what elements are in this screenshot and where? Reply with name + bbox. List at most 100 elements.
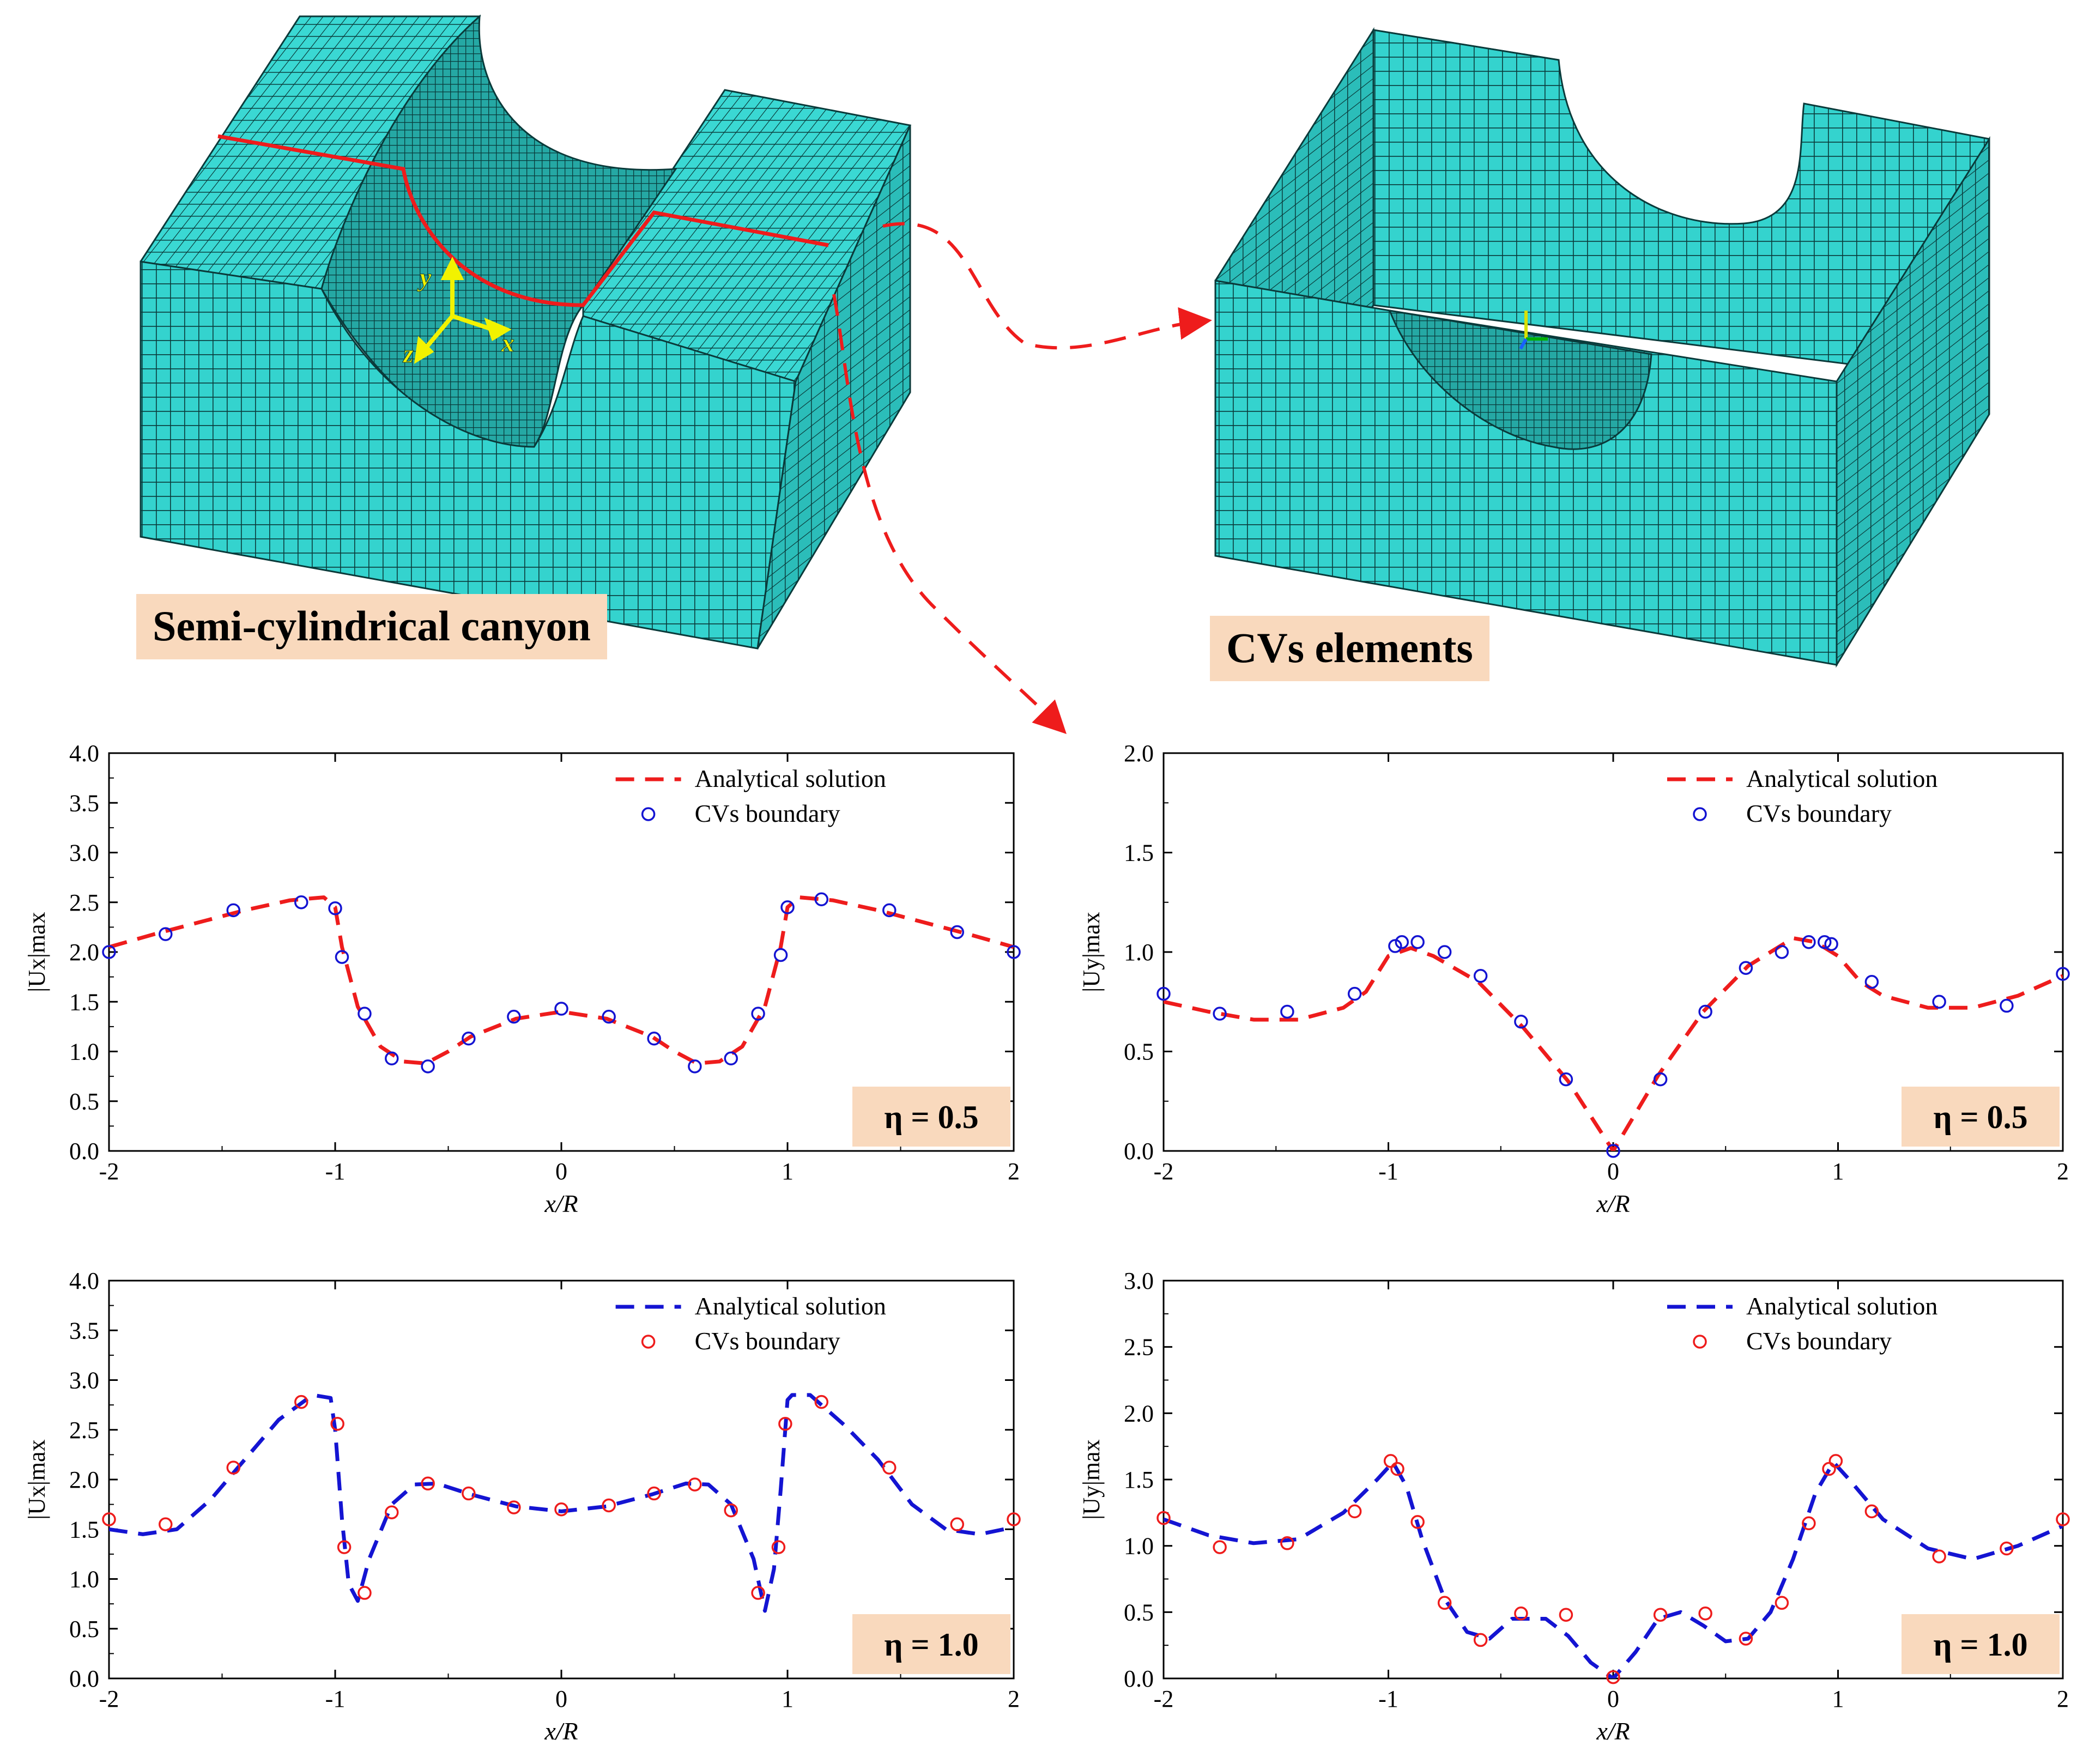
data-point — [1932, 995, 1946, 1009]
data-point — [1280, 1536, 1294, 1550]
chart-ux-eta-0-5: 0.0 0.5 1.0 1.5 2.0 2.5 3.0 3.5 4.0 -2 -1 0 1 2 x/R |Ux… — [23, 740, 1021, 1217]
data-point — [462, 1486, 476, 1501]
x-tick-label: 1 — [1832, 1686, 1844, 1712]
data-point — [102, 945, 116, 959]
data-point — [1410, 935, 1425, 949]
x-axis-label: x/R — [1596, 1190, 1630, 1217]
data-point — [1864, 1504, 1879, 1519]
y-axis-label: |Uy|max — [1078, 1439, 1105, 1519]
y-tick-label: 3.0 — [69, 840, 99, 866]
eta-label: η = 1.0 — [884, 1627, 978, 1663]
y-tick-label: 0.0 — [69, 1138, 99, 1165]
eta-badge — [852, 1614, 1010, 1674]
x-axis-label: x/R — [544, 1717, 578, 1745]
data-point — [1388, 939, 1402, 953]
coordinate-axes — [414, 257, 512, 364]
data-point — [751, 1007, 765, 1021]
data-point — [773, 948, 788, 962]
data-point — [102, 1512, 116, 1526]
label-semi-cylindrical-canyon: Semi-cylindrical canyon — [136, 594, 607, 659]
y-tick-label: 0.0 — [1124, 1665, 1154, 1692]
x-tick-label: -2 — [99, 1158, 119, 1185]
y-tick-label: 0.0 — [69, 1665, 99, 1692]
canyon-model: y x z — [140, 14, 912, 650]
y-tick-label: 2.0 — [1124, 1400, 1154, 1427]
y-tick-label: 1.5 — [1124, 1466, 1154, 1493]
data-point — [1007, 945, 1021, 959]
data-point — [814, 892, 828, 907]
canyon-side-face — [756, 125, 911, 649]
data-point — [950, 1517, 964, 1531]
data-point — [1473, 1633, 1488, 1647]
x-tick-label: 2 — [2057, 1158, 2069, 1185]
x-tick-label: 1 — [782, 1686, 794, 1712]
data-point — [1156, 986, 1171, 1001]
data-point — [1437, 945, 1452, 959]
legend-label: Analytical solution — [695, 1292, 886, 1320]
data-point — [1514, 1015, 1528, 1029]
data-point — [1473, 969, 1488, 983]
data-point — [1559, 1608, 1573, 1622]
data-point — [1739, 961, 1753, 975]
data-point — [1653, 1608, 1668, 1622]
y-tick-label: 1.0 — [1124, 1533, 1154, 1560]
x-tick-label: -2 — [99, 1686, 119, 1712]
data-point — [882, 903, 897, 918]
data-point — [421, 1059, 435, 1074]
data-point — [335, 950, 349, 964]
data-point — [421, 1476, 435, 1491]
data-point — [2056, 1512, 2070, 1526]
data-point — [1606, 1144, 1620, 1158]
data-point — [1698, 1004, 1712, 1019]
data-point — [159, 1517, 173, 1531]
canyon-section-line — [217, 134, 829, 307]
data-point — [330, 1417, 344, 1431]
x-tick-label: 2 — [1008, 1686, 1020, 1712]
data-point — [337, 1540, 352, 1554]
legend-marker-swatch — [1693, 1335, 1707, 1349]
x-tick-label: 0 — [1607, 1158, 1619, 1185]
x-axis-label: x/R — [544, 1190, 578, 1217]
data-point — [1775, 945, 1789, 959]
data-point — [1514, 1607, 1528, 1621]
cvs-model — [1214, 27, 1990, 668]
legend-label: CVs boundary — [695, 799, 840, 827]
data-point — [1932, 1549, 1946, 1563]
data-point — [1213, 1007, 1227, 1021]
data-point — [602, 1498, 616, 1513]
data-point — [1559, 1072, 1573, 1087]
data-point — [294, 895, 308, 910]
eta-label: η = 1.0 — [1933, 1627, 2027, 1663]
x-tick-label: -2 — [1154, 1686, 1174, 1712]
data-point — [1864, 975, 1879, 989]
data-point — [462, 1032, 476, 1046]
data-point — [1395, 935, 1409, 949]
data-point — [1818, 935, 1832, 949]
cvs-axes-marker — [1519, 311, 1548, 350]
y-axis-label: |Ux|max — [23, 912, 50, 992]
x-tick-label: 2 — [2057, 1686, 2069, 1712]
data-point — [1653, 1072, 1668, 1087]
y-tick-label: 0.5 — [69, 1616, 99, 1642]
data-point — [294, 1395, 308, 1409]
data-point — [226, 1460, 240, 1475]
legend-marker-swatch — [641, 807, 656, 821]
data-point — [2056, 967, 2070, 981]
y-axis-label: |Uy|max — [1078, 912, 1105, 992]
data-point — [2000, 998, 2014, 1013]
y-tick-label: 0.5 — [1124, 1039, 1154, 1065]
data-point — [1698, 1607, 1712, 1621]
y-tick-label: 1.0 — [69, 1566, 99, 1593]
canyon-front-face — [140, 260, 797, 650]
x-tick-label: -1 — [1378, 1686, 1398, 1712]
y-tick-label: 2.0 — [69, 939, 99, 966]
data-point — [1824, 937, 1838, 951]
axis-label-z: z — [402, 340, 414, 368]
data-point — [1347, 986, 1362, 1001]
y-tick-label: 3.5 — [69, 790, 99, 816]
y-tick-label: 1.5 — [1124, 840, 1154, 866]
data-point — [751, 1586, 765, 1600]
x-tick-label: -1 — [325, 1158, 346, 1185]
data-point — [1775, 1596, 1789, 1610]
